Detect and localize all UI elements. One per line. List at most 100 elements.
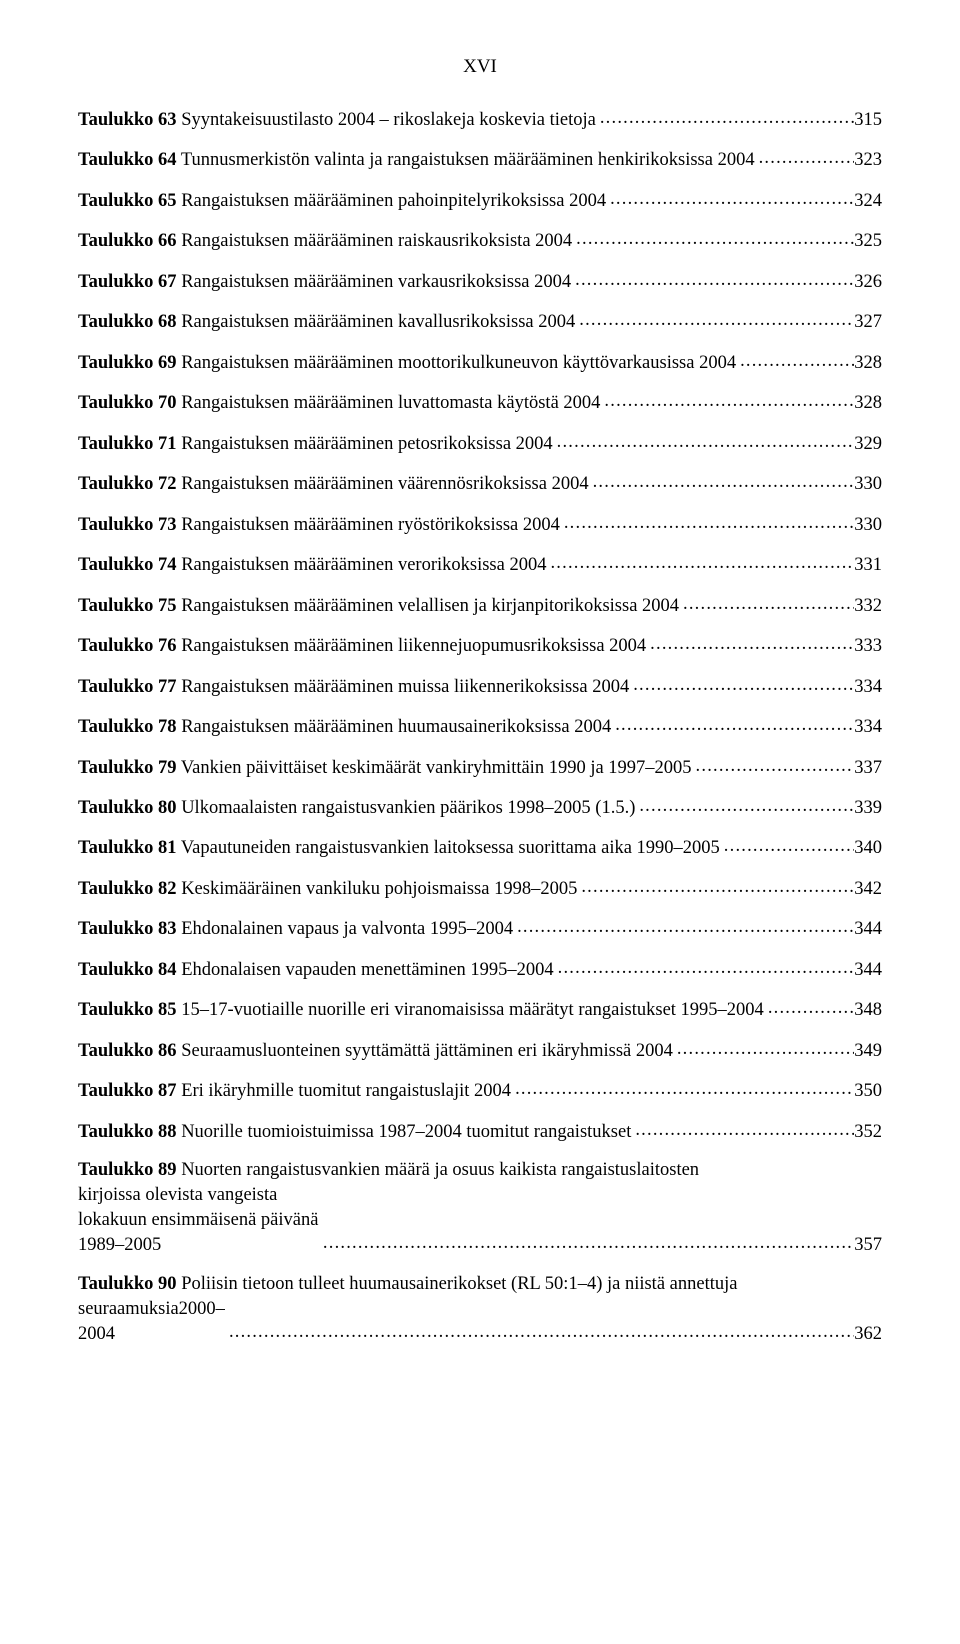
toc-page-number: 344 bbox=[854, 958, 882, 983]
toc-leader-dots bbox=[546, 551, 854, 578]
toc-page-number: 362 bbox=[854, 1322, 882, 1347]
toc-entry: Taulukko 77 Rangaistuksen määrääminen mu… bbox=[78, 673, 882, 700]
toc-entry: Taulukko 83 Ehdonalainen vapaus ja valvo… bbox=[78, 915, 882, 942]
toc-prefix: Taulukko 68 bbox=[78, 312, 177, 332]
toc-title: Rangaistuksen määrääminen väärennösrikok… bbox=[177, 474, 589, 494]
toc-prefix: Taulukko 77 bbox=[78, 677, 177, 697]
toc-label: Taulukko 87 Eri ikäryhmille tuomitut ran… bbox=[78, 1079, 511, 1104]
toc-label: Taulukko 76 Rangaistuksen määrääminen li… bbox=[78, 634, 646, 659]
toc-prefix: Taulukko 90 bbox=[78, 1274, 177, 1294]
toc-leader-dots bbox=[673, 1037, 854, 1064]
toc-page-number: 352 bbox=[854, 1120, 882, 1145]
toc-label: Taulukko 80 Ulkomaalaisten rangaistusvan… bbox=[78, 796, 635, 821]
toc-prefix: Taulukko 82 bbox=[78, 879, 177, 899]
toc-leader-dots bbox=[606, 187, 854, 214]
toc-prefix: Taulukko 70 bbox=[78, 393, 177, 413]
toc-prefix: Taulukko 87 bbox=[78, 1081, 177, 1101]
toc-label: Taulukko 78 Rangaistuksen määrääminen hu… bbox=[78, 715, 611, 740]
toc-label: Taulukko 71 Rangaistuksen määrääminen pe… bbox=[78, 432, 553, 457]
toc-title-line2: seuraamuksia2000–2004 bbox=[78, 1297, 225, 1347]
toc-leader-dots bbox=[513, 915, 854, 942]
toc-title: Tunnusmerkistön valinta ja rangaistuksen… bbox=[177, 150, 755, 170]
toc-entry: Taulukko 82 Keskimääräinen vankiluku poh… bbox=[78, 875, 882, 902]
toc-label: Taulukko 84 Ehdonalaisen vapauden menett… bbox=[78, 958, 554, 983]
toc-label: Taulukko 64 Tunnusmerkistön valinta ja r… bbox=[78, 148, 755, 173]
toc-page-number: 332 bbox=[854, 594, 882, 619]
toc-entry: Taulukko 74 Rangaistuksen määrääminen ve… bbox=[78, 551, 882, 578]
toc-label: Taulukko 73 Rangaistuksen määrääminen ry… bbox=[78, 513, 560, 538]
toc-page-number: 339 bbox=[854, 796, 882, 821]
toc-prefix: Taulukko 76 bbox=[78, 636, 177, 656]
toc-label: Taulukko 77 Rangaistuksen määrääminen mu… bbox=[78, 675, 629, 700]
toc-prefix: Taulukko 89 bbox=[78, 1160, 177, 1180]
toc-title: Rangaistuksen määrääminen ryöstörikoksis… bbox=[177, 515, 560, 535]
toc-entry: Taulukko 79 Vankien päivittäiset keskimä… bbox=[78, 754, 882, 781]
toc-leader-dots bbox=[571, 268, 854, 295]
toc-entry: Taulukko 85 15–17-vuotiaille nuorille er… bbox=[78, 996, 882, 1023]
toc-page-number: 315 bbox=[854, 108, 882, 133]
toc-prefix: Taulukko 80 bbox=[78, 798, 177, 818]
toc-label: Taulukko 66 Rangaistuksen määrääminen ra… bbox=[78, 229, 572, 254]
toc-title: Keskimääräinen vankiluku pohjoismaissa 1… bbox=[177, 879, 578, 899]
toc-leader-dots bbox=[511, 1077, 854, 1104]
toc-page-number: 334 bbox=[854, 675, 882, 700]
toc-entry: Taulukko 78 Rangaistuksen määrääminen hu… bbox=[78, 713, 882, 740]
toc-entry: Taulukko 72 Rangaistuksen määrääminen vä… bbox=[78, 470, 882, 497]
toc-title: Rangaistuksen määrääminen pahoinpitelyri… bbox=[177, 191, 607, 211]
toc-leader-dots bbox=[736, 349, 854, 376]
toc-label: Taulukko 82 Keskimääräinen vankiluku poh… bbox=[78, 877, 577, 902]
toc-label: Taulukko 69 Rangaistuksen määrääminen mo… bbox=[78, 351, 736, 376]
toc-entry: Taulukko 71 Rangaistuksen määrääminen pe… bbox=[78, 430, 882, 457]
toc-prefix: Taulukko 64 bbox=[78, 150, 177, 170]
toc-entry: Taulukko 69 Rangaistuksen määrääminen mo… bbox=[78, 349, 882, 376]
toc-title: Seuraamusluonteinen syyttämättä jättämin… bbox=[177, 1041, 673, 1061]
toc-title: Rangaistuksen määrääminen varkausrikoksi… bbox=[177, 272, 572, 292]
toc-leader-dots bbox=[679, 592, 854, 619]
toc-label: Taulukko 86 Seuraamusluonteinen syyttämä… bbox=[78, 1039, 673, 1064]
toc-entry: Taulukko 81 Vapautuneiden rangaistusvank… bbox=[78, 834, 882, 861]
toc-prefix: Taulukko 75 bbox=[78, 596, 177, 616]
toc-page-number: 326 bbox=[854, 270, 882, 295]
toc-prefix: Taulukko 83 bbox=[78, 919, 177, 939]
toc-leader-dots bbox=[572, 227, 854, 254]
toc-entry-90: Taulukko 90 Poliisin tietoon tulleet huu… bbox=[78, 1272, 882, 1347]
toc-leader-dots bbox=[589, 470, 855, 497]
toc-entry: Taulukko 88 Nuorille tuomioistuimissa 19… bbox=[78, 1118, 882, 1145]
toc-page-number: 340 bbox=[854, 836, 882, 861]
toc-entry: Taulukko 63 Syyntakeisuustilasto 2004 – … bbox=[78, 106, 882, 133]
toc-leader-dots bbox=[560, 511, 854, 538]
toc-prefix: Taulukko 85 bbox=[78, 1000, 177, 1020]
toc-title-line2: kirjoissa olevista vangeista lokakuun en… bbox=[78, 1183, 319, 1258]
toc-title: Nuorille tuomioistuimissa 1987–2004 tuom… bbox=[177, 1122, 632, 1142]
toc-page-number: 328 bbox=[854, 351, 882, 376]
toc-entry: Taulukko 73 Rangaistuksen määrääminen ry… bbox=[78, 511, 882, 538]
toc-title: Ehdonalaisen vapauden menettäminen 1995–… bbox=[177, 960, 554, 980]
toc-page-number: 324 bbox=[854, 189, 882, 214]
toc-page-number: 331 bbox=[854, 553, 882, 578]
toc-list: Taulukko 63 Syyntakeisuustilasto 2004 – … bbox=[78, 106, 882, 1145]
toc-title-line1: Poliisin tietoon tulleet huumausaineriko… bbox=[177, 1274, 738, 1294]
toc-leader-dots bbox=[225, 1320, 854, 1347]
toc-leader-dots bbox=[611, 713, 854, 740]
toc-leader-dots bbox=[600, 389, 854, 416]
toc-page-number: 330 bbox=[854, 472, 882, 497]
toc-entry: Taulukko 76 Rangaistuksen määrääminen li… bbox=[78, 632, 882, 659]
toc-title: Eri ikäryhmille tuomitut rangaistuslajit… bbox=[177, 1081, 512, 1101]
toc-leader-dots bbox=[635, 794, 854, 821]
toc-prefix: Taulukko 81 bbox=[78, 838, 177, 858]
toc-entry: Taulukko 65 Rangaistuksen määrääminen pa… bbox=[78, 187, 882, 214]
toc-prefix: Taulukko 79 bbox=[78, 758, 177, 778]
toc-title: Rangaistuksen määrääminen raiskausrikoks… bbox=[177, 231, 573, 251]
toc-entry: Taulukko 66 Rangaistuksen määrääminen ra… bbox=[78, 227, 882, 254]
toc-page-number: 344 bbox=[854, 917, 882, 942]
toc-title: Vapautuneiden rangaistusvankien laitokse… bbox=[177, 838, 720, 858]
page-header-roman: XVI bbox=[78, 56, 882, 78]
toc-page-number: 328 bbox=[854, 391, 882, 416]
toc-title: Syyntakeisuustilasto 2004 – rikoslakeja … bbox=[177, 110, 596, 130]
toc-entry: Taulukko 67 Rangaistuksen määrääminen va… bbox=[78, 268, 882, 295]
toc-entry-89: Taulukko 89 Nuorten rangaistusvankien mä… bbox=[78, 1158, 882, 1258]
toc-page-number: 348 bbox=[854, 998, 882, 1023]
toc-label: Taulukko 67 Rangaistuksen määrääminen va… bbox=[78, 270, 571, 295]
toc-label: Taulukko 65 Rangaistuksen määrääminen pa… bbox=[78, 189, 606, 214]
toc-leader-dots bbox=[629, 673, 854, 700]
